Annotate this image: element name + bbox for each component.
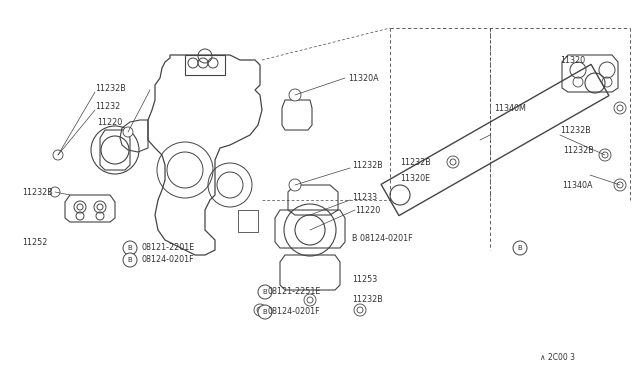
Circle shape xyxy=(53,150,63,160)
Text: 11232B: 11232B xyxy=(352,160,383,170)
Text: 11320: 11320 xyxy=(560,55,585,64)
Text: 11320E: 11320E xyxy=(400,173,430,183)
Text: 11232B: 11232B xyxy=(563,145,594,154)
Circle shape xyxy=(614,102,626,114)
Text: 11340A: 11340A xyxy=(562,180,593,189)
Text: B 08124-0201F: B 08124-0201F xyxy=(352,234,413,243)
Circle shape xyxy=(357,307,363,313)
Text: 11220: 11220 xyxy=(97,118,122,126)
Circle shape xyxy=(123,127,133,137)
Text: B: B xyxy=(127,257,132,263)
Circle shape xyxy=(599,149,611,161)
Circle shape xyxy=(258,285,272,299)
Circle shape xyxy=(617,105,623,111)
Circle shape xyxy=(354,304,366,316)
Circle shape xyxy=(513,241,527,255)
Circle shape xyxy=(257,307,263,313)
Text: B: B xyxy=(262,309,268,315)
Circle shape xyxy=(254,304,266,316)
Circle shape xyxy=(123,253,137,267)
Text: 11233: 11233 xyxy=(352,192,377,202)
Text: 08121-2251E: 08121-2251E xyxy=(268,288,321,296)
Circle shape xyxy=(123,241,137,255)
Circle shape xyxy=(450,159,456,165)
Text: ∧ 2C00 3: ∧ 2C00 3 xyxy=(540,353,575,362)
Text: B: B xyxy=(262,289,268,295)
Text: B: B xyxy=(127,245,132,251)
Circle shape xyxy=(617,182,623,188)
Circle shape xyxy=(602,152,608,158)
Text: 11220: 11220 xyxy=(355,205,380,215)
Text: 11232: 11232 xyxy=(95,102,120,110)
Text: 11232B: 11232B xyxy=(400,157,431,167)
Circle shape xyxy=(307,297,313,303)
Circle shape xyxy=(289,179,301,191)
Text: 08124-0201F: 08124-0201F xyxy=(142,256,195,264)
Text: 11232B: 11232B xyxy=(560,125,591,135)
Circle shape xyxy=(258,305,272,319)
Circle shape xyxy=(447,156,459,168)
Text: B: B xyxy=(518,245,522,251)
Text: 11340M: 11340M xyxy=(494,103,526,112)
Circle shape xyxy=(289,89,301,101)
Text: 11320A: 11320A xyxy=(348,74,379,83)
Text: 08124-0201F: 08124-0201F xyxy=(268,308,321,317)
Circle shape xyxy=(614,179,626,191)
Text: 11232B: 11232B xyxy=(95,83,125,93)
Text: 11232B: 11232B xyxy=(352,295,383,305)
Text: 11253: 11253 xyxy=(352,276,377,285)
Text: 11252: 11252 xyxy=(22,237,47,247)
Circle shape xyxy=(50,187,60,197)
Text: 11232B: 11232B xyxy=(22,187,52,196)
Circle shape xyxy=(304,294,316,306)
Text: 08121-2201E: 08121-2201E xyxy=(142,244,195,253)
